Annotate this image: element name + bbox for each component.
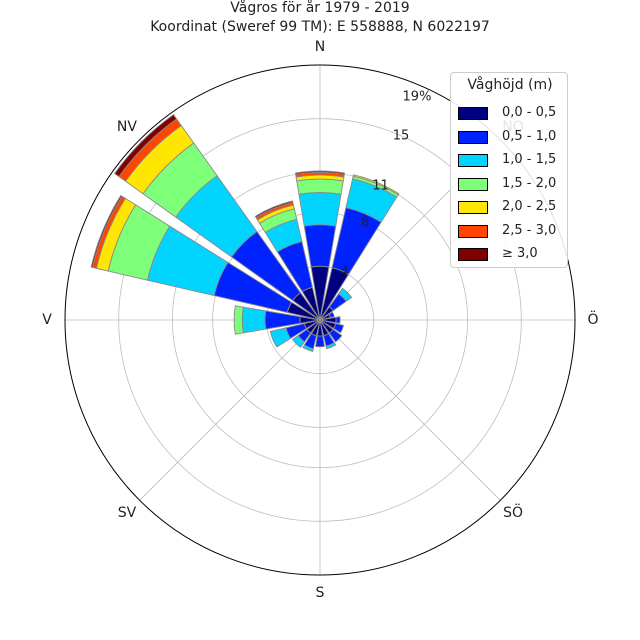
bar-segment-12-3 bbox=[233, 305, 244, 335]
bar-segment-1-4 bbox=[352, 174, 400, 196]
radial-tick-label-3: 15 bbox=[392, 128, 410, 144]
rose-bars bbox=[90, 113, 400, 352]
legend-label-4: 2,0 - 2,5 bbox=[502, 199, 557, 214]
legend-label-5: 2,5 - 3,0 bbox=[502, 222, 557, 238]
bar-segment-12-2 bbox=[241, 306, 267, 334]
radial-tick-label-0: 4 bbox=[340, 264, 349, 280]
radial-tick-label-1: 8 bbox=[360, 215, 370, 231]
chart-title-line-1: Vågros för år 1979 - 2019 bbox=[230, 0, 410, 16]
bar-segment-6-1 bbox=[328, 328, 343, 343]
legend-swatch-3 bbox=[458, 177, 488, 191]
radial-tick-label-2: 11 bbox=[372, 178, 389, 194]
direction-label-4: S bbox=[315, 585, 325, 601]
legend: Våghöjd (m) 0,0 - 0,5 0,5 - 1,0 1,0 - 1,5 1… bbox=[450, 72, 568, 268]
direction-label-3: SÖ bbox=[503, 505, 523, 522]
bar-segment-0-2 bbox=[298, 192, 342, 227]
bar-segment-4-1 bbox=[335, 316, 341, 324]
bar-segment-14-6 bbox=[113, 113, 178, 178]
direction-label-5: SV bbox=[117, 505, 137, 522]
legend-label-0: 0,0 - 0,5 bbox=[502, 105, 557, 120]
bar-segment-10-2 bbox=[292, 334, 306, 348]
grid-spoke-3 bbox=[319, 319, 501, 501]
bar-segment-2-2 bbox=[338, 287, 353, 302]
bar-segment-13-6 bbox=[90, 194, 123, 269]
grid-spoke-5 bbox=[139, 319, 321, 501]
radial-tick-label-4: 19% bbox=[402, 89, 432, 105]
legend-label-2: 1,0 - 1,5 bbox=[502, 152, 557, 167]
legend-swatch-1 bbox=[458, 130, 488, 144]
legend-swatch-0 bbox=[458, 107, 488, 120]
bar-segment-7-2 bbox=[325, 342, 337, 350]
legend-swatch-6 bbox=[458, 248, 488, 261]
bar-segment-11-2 bbox=[269, 327, 292, 348]
direction-label-2: Ö bbox=[587, 312, 599, 328]
bar-segment-0-1 bbox=[303, 224, 337, 268]
bar-segment-3-1 bbox=[328, 311, 335, 319]
bar-segment-5-1 bbox=[333, 323, 345, 334]
legend-title: Våghöjd (m) bbox=[467, 77, 553, 93]
bar-segment-0-6 bbox=[294, 170, 346, 175]
direction-label-6: V bbox=[42, 312, 52, 328]
legend-swatch-2 bbox=[458, 154, 488, 167]
bar-segment-0-3 bbox=[296, 178, 344, 195]
direction-label-0: N bbox=[314, 39, 326, 55]
bar-segment-8-1 bbox=[315, 335, 325, 348]
direction-label-7: NV bbox=[116, 118, 137, 135]
chart-title-line-2: Koordinat (Sweref 99 TM): E 558888, N 60… bbox=[150, 19, 490, 35]
legend-label-1: 0,5 - 1,0 bbox=[502, 128, 557, 144]
bar-segment-9-2 bbox=[302, 344, 314, 352]
legend-swatch-5 bbox=[458, 224, 488, 238]
polar-frame bbox=[64, 64, 576, 576]
bar-segment-15-6 bbox=[254, 200, 294, 219]
legend-label-3: 1,5 - 2,0 bbox=[502, 175, 557, 191]
legend-swatch-4 bbox=[458, 201, 488, 214]
legend-label-6: ≥ 3,0 bbox=[502, 246, 538, 261]
